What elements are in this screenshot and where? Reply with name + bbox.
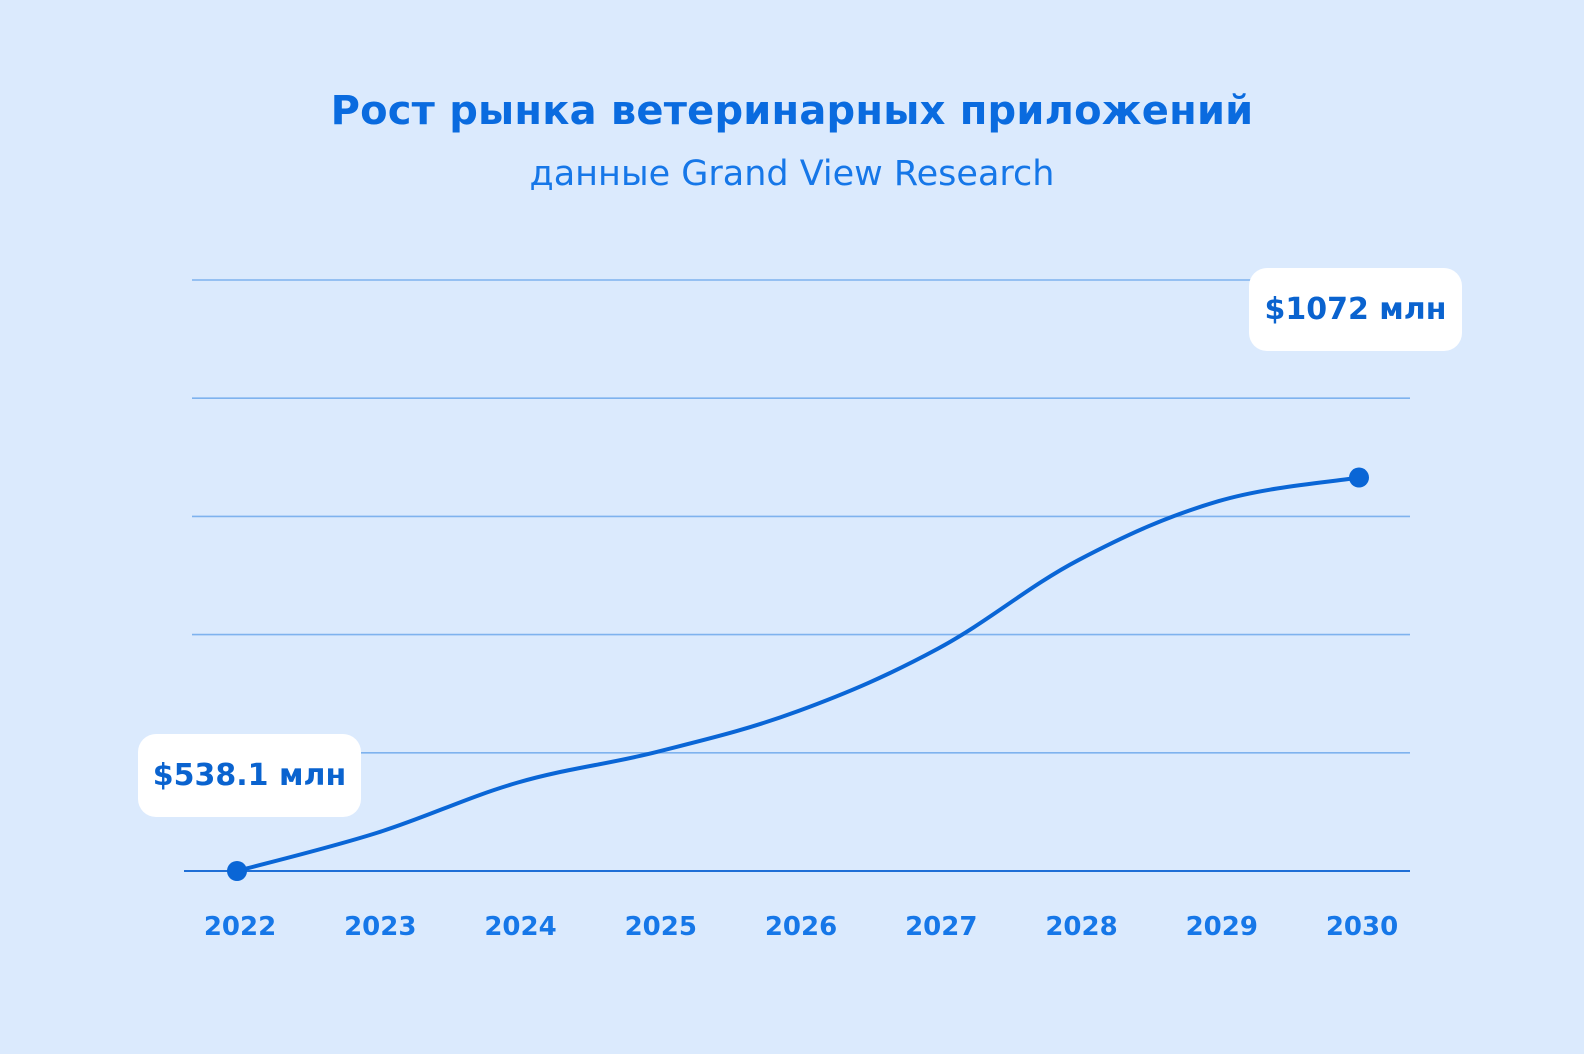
x-tick-label: 2027 <box>905 912 977 942</box>
data-point-end <box>1349 467 1369 488</box>
x-tick-label: 2024 <box>484 912 556 942</box>
start-value-callout: $538.1 млн <box>138 734 361 817</box>
gridlines <box>184 279 1410 872</box>
x-tick-label: 2023 <box>344 912 416 942</box>
x-tick-label: 2028 <box>1045 912 1117 942</box>
x-tick-label: 2025 <box>625 912 697 942</box>
chart-subtitle: данные Grand View Research <box>529 154 1055 194</box>
chart-title: Рост рынка ветеринарных приложений <box>330 88 1254 134</box>
series-line-group <box>235 475 1361 873</box>
data-point-start <box>227 861 247 881</box>
x-axis: 2022 2023 2024 2025 2026 2027 2028 2029 2030 <box>204 912 1398 942</box>
series-line <box>235 475 1361 873</box>
data-points <box>227 467 1369 881</box>
end-value-callout: $1072 млн <box>1249 268 1462 351</box>
x-tick-label: 2029 <box>1186 912 1258 942</box>
x-tick-label: 2022 <box>204 912 276 942</box>
x-tick-label: 2026 <box>765 912 837 942</box>
x-tick-label: 2030 <box>1326 912 1398 942</box>
